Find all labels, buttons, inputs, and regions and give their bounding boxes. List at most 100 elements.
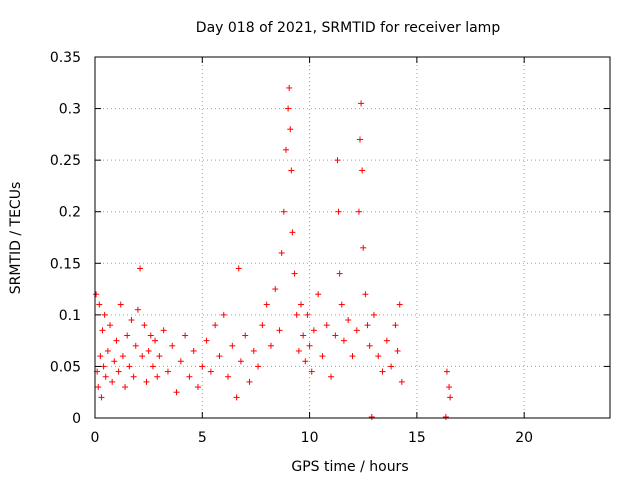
y-tick-label: 0.1 (59, 308, 81, 324)
data-point (259, 322, 266, 329)
data-point (233, 394, 240, 401)
data-point (242, 332, 249, 339)
data-point (237, 358, 244, 365)
data-point (100, 363, 107, 370)
data-point (134, 306, 141, 313)
data-point (364, 322, 371, 329)
data-point (293, 311, 300, 318)
data-point (212, 322, 219, 329)
y-tick-label: 0.25 (50, 153, 81, 169)
data-point (99, 327, 106, 334)
data-point (111, 358, 118, 365)
data-point (366, 342, 373, 349)
data-point (137, 265, 144, 272)
data-point (149, 363, 156, 370)
data-point (101, 311, 108, 318)
data-point (190, 347, 197, 354)
data-point (306, 342, 313, 349)
data-point (368, 413, 375, 420)
data-point (124, 332, 131, 339)
data-point (360, 244, 367, 251)
x-axis-label: GPS time / hours (291, 459, 408, 475)
data-point (446, 384, 453, 391)
data-point (308, 368, 315, 375)
data-point (225, 373, 232, 380)
data-point (288, 167, 295, 174)
data-point (335, 208, 342, 215)
data-point (98, 394, 105, 401)
data-point (332, 332, 339, 339)
data-point (147, 332, 154, 339)
data-point (246, 378, 253, 385)
data-point (334, 157, 341, 164)
data-point (278, 249, 285, 256)
x-tick-label: 20 (515, 430, 533, 446)
plot-frame (94, 56, 611, 419)
data-point (345, 317, 352, 324)
data-point (107, 322, 114, 329)
data-point (267, 342, 274, 349)
data-point (177, 358, 184, 365)
data-point (113, 337, 120, 344)
data-point (115, 368, 122, 375)
data-point (443, 368, 450, 375)
y-tick-label: 0.35 (50, 50, 81, 66)
data-point (122, 384, 129, 391)
y-tick-label: 0.3 (59, 102, 81, 118)
data-point (109, 378, 116, 385)
data-point (291, 270, 298, 277)
data-point (141, 322, 148, 329)
data-point (310, 327, 317, 334)
data-point (93, 291, 100, 298)
x-tick-label: 0 (91, 430, 100, 446)
data-point (304, 311, 311, 318)
data-point (282, 146, 289, 153)
data-point (286, 84, 293, 91)
data-point (263, 301, 270, 308)
data-point (298, 301, 304, 308)
data-point (199, 363, 206, 370)
data-point (442, 413, 449, 420)
data-point (315, 291, 322, 298)
data-point (203, 337, 210, 344)
data-point (220, 311, 227, 318)
x-tick-label: 10 (301, 430, 319, 446)
data-point (126, 363, 133, 370)
data-point (255, 363, 262, 370)
data-point (375, 353, 382, 360)
data-point (95, 384, 102, 391)
data-point (323, 322, 330, 329)
data-point (379, 368, 386, 375)
data-point (169, 342, 176, 349)
points-layer (93, 84, 454, 420)
data-point (276, 327, 283, 334)
data-point (96, 301, 103, 308)
data-point (302, 358, 309, 365)
x-tick-label: 15 (408, 430, 426, 446)
y-axis-label: SRMTID / TECUs (8, 182, 24, 295)
data-point (156, 353, 163, 360)
data-point (132, 342, 139, 349)
data-point (300, 332, 307, 339)
data-point (97, 353, 104, 360)
data-point (340, 337, 347, 344)
data-point (186, 373, 193, 380)
data-point (145, 347, 152, 354)
data-point (139, 353, 146, 360)
data-point (285, 105, 292, 112)
data-point (349, 353, 356, 360)
data-point (295, 347, 302, 354)
data-point (280, 208, 287, 215)
data-point (235, 265, 242, 272)
data-point (128, 317, 135, 324)
data-point (398, 378, 405, 385)
data-point (160, 327, 167, 334)
data-point (392, 322, 399, 329)
ticks-layer: 0 5 10 15 20 0 0.05 0.1 0.15 0.2 0.25 0.3 0.35 (50, 50, 610, 446)
data-point (338, 301, 345, 308)
data-point (152, 337, 159, 344)
data-point (336, 270, 343, 277)
data-point (394, 347, 401, 354)
y-tick-label: 0.05 (50, 359, 81, 375)
data-point (289, 229, 296, 236)
